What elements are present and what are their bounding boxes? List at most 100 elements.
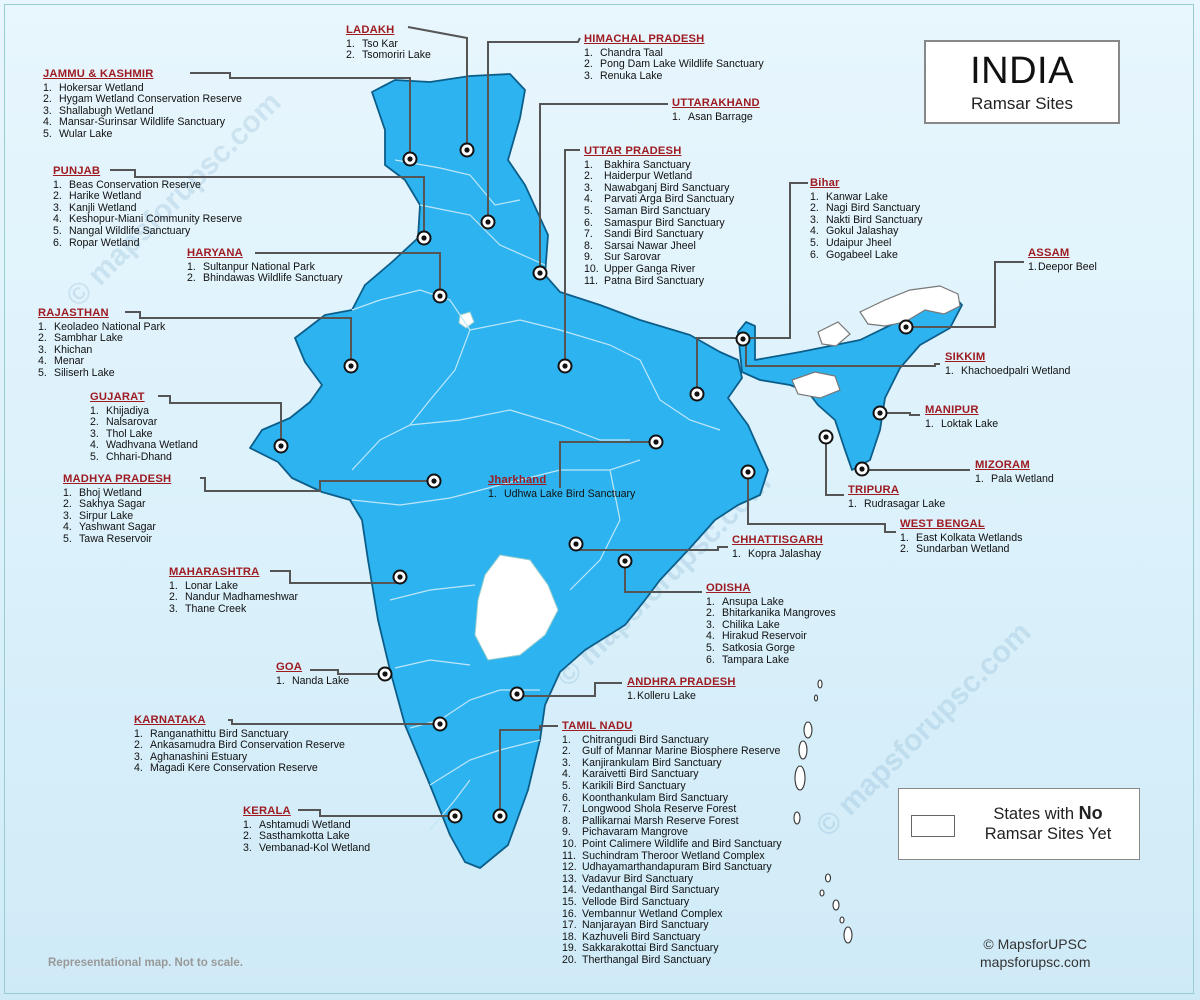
site-name: Deepor Beel bbox=[1038, 260, 1097, 273]
site-list-item: 4. Yashwant Sagar bbox=[63, 522, 171, 534]
site-list-item: 1. Pala Wetland bbox=[975, 473, 1054, 486]
map-title: INDIA bbox=[970, 50, 1074, 92]
site-name: Tso Kar bbox=[362, 37, 398, 50]
site-number: 5. bbox=[810, 236, 819, 249]
leader-line-tripura bbox=[825, 437, 844, 496]
site-marker-dot-uttar-pradesh bbox=[562, 363, 568, 369]
site-name: Gogabeel Lake bbox=[826, 248, 898, 261]
site-number: 2. bbox=[38, 332, 47, 345]
site-list-item: 17. Nanjarayan Bird Sanctuary bbox=[562, 919, 782, 932]
site-marker-dot-maharashtra bbox=[397, 574, 403, 580]
site-number: 4. bbox=[90, 439, 99, 452]
site-number: 4. bbox=[134, 762, 143, 775]
state-heading: MADHYA PRADESH bbox=[63, 473, 172, 485]
site-name: Magadi Kere Conservation Reserve bbox=[150, 762, 318, 775]
site-marker-dot-bihar bbox=[694, 391, 700, 397]
site-list-item: 1. Ranganathittu Bird Sanctuary bbox=[134, 727, 345, 741]
site-name: Menar bbox=[54, 355, 85, 368]
site-number: 2. bbox=[900, 543, 909, 556]
site-name: Bhindawas Wildlife Sanctuary bbox=[203, 272, 343, 285]
state-label-kerala: KERALA 1. Ashtamudi Wetland 2. Sasthamkotta … bbox=[243, 805, 370, 854]
site-number: 18. bbox=[562, 930, 577, 943]
leader-line-jammu-kashmir bbox=[190, 72, 411, 159]
site-number: 1. bbox=[187, 260, 196, 273]
legend-swatch bbox=[911, 815, 955, 837]
site-list-item: 4. Hirakud Reservoir bbox=[706, 631, 836, 643]
site-list-item: 11. Suchindram Theroor Wetland Complex bbox=[562, 850, 782, 863]
site-name: Sirpur Lake bbox=[79, 509, 134, 522]
site-name: Ropar Wetland bbox=[69, 236, 140, 249]
state-heading: TAMIL NADU bbox=[562, 720, 633, 732]
site-name: Vedanthangal Bird Sanctuary bbox=[582, 884, 720, 897]
legend: States with No Ramsar Sites Yet bbox=[898, 788, 1140, 860]
site-name: Ranganathittu Bird Sanctuary bbox=[150, 727, 289, 740]
state-label-punjab: PUNJAB 1. Beas Conservation Reserve 2. Harik… bbox=[53, 165, 242, 249]
state-heading: HIMACHAL PRADESH bbox=[584, 33, 705, 45]
site-name: Bhitarkanika Mangroves bbox=[722, 607, 836, 620]
state-heading: HARYANA bbox=[187, 247, 243, 259]
site-number: 4. bbox=[706, 630, 715, 643]
site-list-item: 3. Kanjirankulam Bird Sanctuary bbox=[562, 757, 782, 770]
site-number: 2. bbox=[706, 607, 715, 620]
site-name: Vadavur Bird Sanctuary bbox=[582, 872, 694, 885]
leader-line-sikkim bbox=[745, 339, 940, 367]
site-number: 5. bbox=[562, 779, 571, 792]
site-marker-dot-goa bbox=[382, 671, 388, 677]
site-name: Gokul Jalashay bbox=[826, 225, 899, 238]
state-heading: UTTARAKHAND bbox=[672, 97, 760, 109]
site-name: Siliserh Lake bbox=[54, 366, 115, 379]
site-marker-dot-tamil-nadu bbox=[497, 813, 503, 819]
site-number: 2. bbox=[187, 272, 196, 285]
legend-prefix: States with bbox=[993, 805, 1079, 823]
site-name: Sandi Bird Sanctuary bbox=[604, 228, 704, 241]
site-number: 4. bbox=[63, 521, 72, 534]
state-heading: ODISHA bbox=[706, 582, 751, 594]
title-box: INDIA Ramsar Sites bbox=[924, 40, 1120, 124]
site-name: Nandur Madhameshwar bbox=[185, 591, 299, 604]
site-name: Patna Bird Sanctuary bbox=[604, 274, 705, 287]
site-markers bbox=[273, 142, 914, 824]
site-marker-dot-manipur bbox=[877, 410, 883, 416]
site-list-item: 1. Nanda Lake bbox=[276, 675, 349, 688]
site-name: Pong Dam Lake Wildlife Sanctuary bbox=[600, 58, 764, 71]
site-list-item: 8. Pallikarnai Marsh Reserve Forest bbox=[562, 815, 782, 828]
site-number: 1. bbox=[627, 689, 636, 702]
state-label-ladakh: LADAKH 1. Tso Kar 2. Tsomoriri Lake bbox=[346, 24, 431, 62]
site-list-item: 5. Nangal Wildlife Sanctuary bbox=[53, 225, 242, 238]
site-list-item: 1. Chitrangudi Bird Sanctuary bbox=[562, 733, 782, 747]
site-number: 6. bbox=[562, 791, 571, 804]
site-name: Upper Ganga River bbox=[604, 262, 696, 275]
site-name: Kolleru Lake bbox=[637, 689, 696, 702]
site-list-item: 1.Deepor Beel bbox=[1028, 260, 1097, 274]
site-list-item: 4. Keshopur-Miani Community Reserve bbox=[53, 214, 242, 226]
site-list-item: 15. Vellode Bird Sanctuary bbox=[562, 895, 782, 909]
site-number: 4. bbox=[584, 193, 593, 206]
site-list-item: 10. Point Calimere Wildlife and Bird Sanc… bbox=[562, 838, 782, 851]
site-name: Keshopur-Miani Community Reserve bbox=[69, 213, 243, 226]
site-name: Chitrangudi Bird Sanctuary bbox=[582, 733, 709, 746]
site-number: 20. bbox=[562, 953, 577, 966]
state-heading: GUJARAT bbox=[90, 391, 145, 403]
leader-line-rajasthan bbox=[125, 311, 352, 366]
leader-line-odisha bbox=[624, 561, 702, 593]
leader-line-gujarat bbox=[158, 395, 282, 446]
site-marker-dot-punjab bbox=[421, 235, 427, 241]
site-number: 14. bbox=[562, 884, 577, 897]
state-heading: GOA bbox=[276, 661, 303, 673]
state-label-tripura: TRIPURA 1. Rudrasagar Lake bbox=[848, 484, 945, 510]
site-number: 4. bbox=[38, 355, 47, 368]
site-list-item: 3. Chilika Lake bbox=[706, 618, 836, 632]
site-number: 12. bbox=[562, 861, 577, 874]
legend-emphasis: No bbox=[1078, 803, 1103, 823]
site-number: 2. bbox=[43, 93, 52, 106]
site-number: 1. bbox=[134, 727, 143, 740]
site-number: 15. bbox=[562, 895, 577, 908]
site-list-item: 2. Ankasamudra Bird Conservation Reserve bbox=[134, 739, 345, 752]
credit: © MapsforUPSC mapsforupsc.com bbox=[980, 935, 1090, 971]
site-number: 3. bbox=[706, 618, 715, 631]
footnote: Representational map. Not to scale. bbox=[48, 957, 243, 969]
site-list-item: 4. Menar bbox=[38, 356, 165, 368]
site-number: 2. bbox=[63, 498, 72, 511]
leader-line-haryana bbox=[255, 252, 441, 296]
site-list-item: 2. Sambhar Lake bbox=[38, 332, 165, 345]
